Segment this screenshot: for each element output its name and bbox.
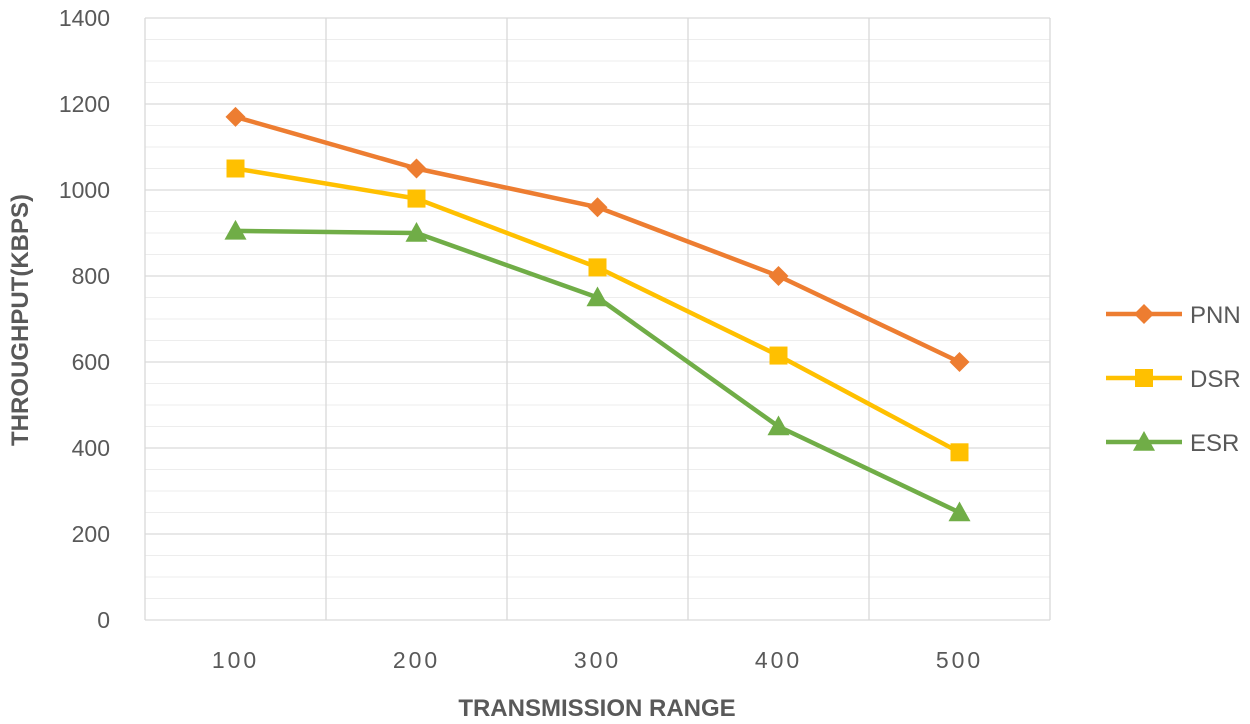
legend-marker-esr [1133,431,1155,451]
x-axis-ticks: 100 200 300 400 500 [212,647,983,673]
legend-label-dsr: DSR [1190,366,1241,393]
dsr-point [226,159,245,178]
pnn-point [406,158,427,179]
series-pnn [225,106,970,372]
dsr-point [769,346,788,365]
y-tick-label: 200 [72,521,110,547]
x-tick-label: 500 [936,647,983,673]
esr-point [948,501,971,522]
legend-label-pnn: PNN [1190,302,1241,329]
x-tick-label: 300 [574,647,621,673]
y-tick-label: 1200 [59,91,110,117]
legend-marker-dsr [1135,369,1153,387]
legend-marker-pnn [1134,304,1154,324]
x-axis-title: TRANSMISSION RANGE [458,695,735,722]
dsr-point [950,443,969,462]
pnn-point [587,197,608,218]
x-tick-label: 400 [755,647,802,673]
dsr-point [407,189,426,208]
y-tick-label: 0 [97,607,110,633]
esr-point [767,415,790,436]
series-dsr [226,159,969,462]
x-tick-label: 100 [212,647,259,673]
legend-label-esr: ESR [1190,430,1239,457]
esr-point [405,222,428,242]
esr-point [586,286,609,307]
y-tick-label: 1400 [59,5,110,31]
pnn-line [234,114,961,365]
x-tick-label: 200 [393,647,440,673]
esr-point [224,219,247,240]
y-axis-ticks: 0 200 400 600 800 1000 1200 1400 [59,5,110,633]
y-tick-label: 400 [72,435,110,461]
pnn-point [949,352,970,372]
series-esr [224,219,971,522]
grid [144,17,1051,621]
y-tick-label: 600 [72,349,110,375]
y-tick-label: 1000 [59,177,110,203]
dsr-point [588,258,607,277]
pnn-point [768,266,789,286]
series [224,106,971,522]
legend: PNN DSR ESR [1106,302,1241,457]
y-axis-title: THROUGHPUT(KBPS) [7,194,34,446]
y-tick-label: 800 [72,263,110,289]
pnn-point [225,106,246,127]
